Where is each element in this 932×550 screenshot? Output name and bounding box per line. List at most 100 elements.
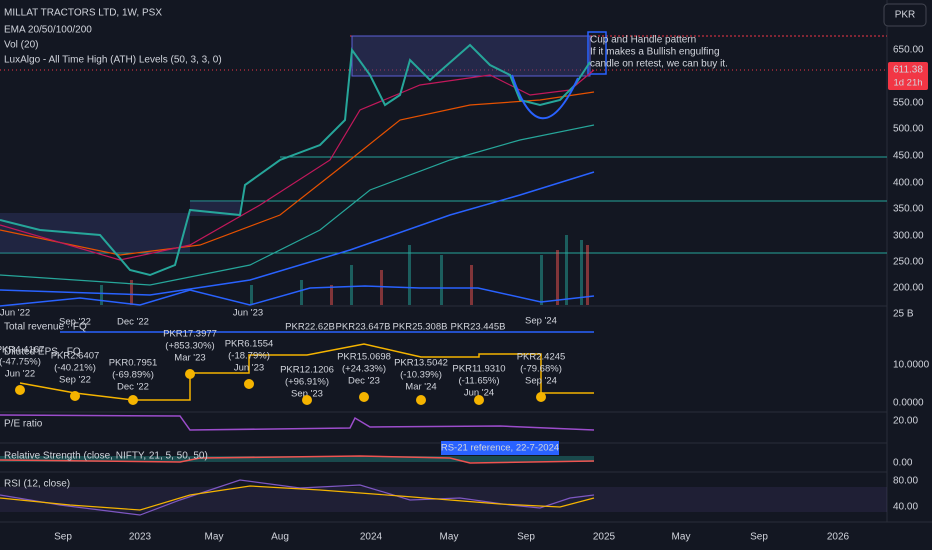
pane-tick-label: 0.0000 [893,398,924,409]
eps-marker [416,395,426,405]
pane-label: P/E ratio [4,419,43,430]
eps-label: Dec '22 [117,382,149,393]
ath-zone [351,35,591,77]
volume [100,235,583,305]
eps-marker [359,392,369,402]
price-tick-label: 550.00 [893,98,924,109]
pane-tick-label: 10.0000 [893,360,930,371]
revenue-date: Jun '23 [233,308,263,319]
revenue-date: Dec '22 [117,317,149,328]
revenue-date: Sep '24 [525,316,557,327]
eps-step [19,343,594,401]
ema-200 [0,171,595,296]
revenue-label: PKR23.647B [336,322,391,333]
handle-box [587,31,607,75]
pane-tick-label: 20.00 [893,416,918,427]
time-tick-label: 2023 [129,532,152,543]
pane-tick-label: 80.00 [893,476,918,487]
eps-label: (-47.75%) [0,357,41,368]
symbol-title: MILLAT TRACTORS LTD, 1W, PSX [4,8,162,19]
pane-label: Diluted EPS · FQ [4,347,81,358]
time-tick-label: 2025 [593,532,616,543]
eps-label: PKR17.3977 [163,329,217,340]
eps-label: (+853.30%) [165,341,214,352]
time-tick-label: Aug [271,532,289,543]
time-tick-label: May [205,532,224,543]
eps-label: PKR12.1206 [280,365,334,376]
rs-note: RS-21 reference, 22-7-2024 [441,443,559,454]
eps-marker [15,385,25,395]
price-badge-price: 611.38 [893,65,923,76]
price-tick-label: 400.00 [893,178,924,189]
time-tick-label: 2026 [827,532,850,543]
eps-label: Dec '23 [348,376,380,387]
eps-label: (-79.68%) [520,364,562,375]
time-tick-label: Sep [750,532,768,543]
indicator-label: LuxAlgo - All Time High (ATH) Levels (50… [4,55,222,66]
revenue-date: Sep '22 [59,317,91,328]
price-badge [888,62,928,90]
eps-marker [536,392,546,402]
eps-marker [474,395,484,405]
indicator-label: EMA 20/50/100/200 [4,25,92,36]
eps-label: Sep '22 [59,375,91,386]
ath-zone [0,213,190,253]
price-tick-label: 200.00 [893,283,924,294]
time-tick-label: May [672,532,691,543]
eps-label: PKR11.9310 [452,364,505,375]
eps-marker [128,395,138,405]
eps-marker [244,379,254,389]
ema-20 [0,69,595,261]
price-tick-label: 650.00 [893,45,924,56]
cup-arc [511,74,579,120]
revenue-line [0,285,595,307]
eps-marker [185,369,195,379]
currency-button[interactable] [883,3,927,27]
time-tick-label: Sep [517,532,535,543]
time-tick-label: Sep [54,532,72,543]
revenue-label: PKR22.62B [285,322,335,333]
pane-label: Total revenue · FQ [4,322,87,333]
eps-label: (-40.21%) [54,363,96,374]
eps-label: PKR15.0698 [337,352,391,363]
ema-50 [0,91,595,256]
rs-note-box [441,441,559,455]
price-tick-label: 450.00 [893,151,924,162]
revenue-label: PKR23.445B [451,322,506,333]
price-badge-countdown: 1d 21h [893,78,922,89]
price-tick-label: 250.00 [893,257,924,268]
annotation: candle on retest, we can buy it. [590,59,728,70]
eps-label: (-11.65%) [458,376,499,387]
rs-band [0,456,594,462]
eps-label: PKR2.6407 [51,351,100,362]
eps-label: (+96.91%) [285,377,329,388]
currency[interactable]: PKR [895,10,916,21]
eps-label: PKR13.5042 [394,358,448,369]
rs-line [0,455,595,464]
rsi-ma [0,485,595,511]
annotation: Cup and Handle pattern [590,35,696,46]
revenue-date: Jun '22 [0,308,30,319]
eps-label: Jun '24 [464,388,494,399]
pane-tick-label: 40.00 [893,502,918,513]
eps-label: PKR4.4167 [0,345,44,356]
eps-label: (-10.39%) [400,370,442,381]
price-tick-label: 300.00 [893,231,924,242]
price-scale [887,0,932,550]
eps-label: Mar '24 [405,382,436,393]
eps-label: (-18.79%) [228,351,270,362]
eps-label: Jun '23 [234,363,264,374]
eps-label: (-69.89%) [112,370,154,381]
pane-label: Relative Strength (close, NIFTY, 21, 5, … [4,451,208,462]
volume [130,245,589,305]
price-tick-label: 25 B [893,309,914,320]
eps-label: Jun '22 [5,369,35,380]
eps-label: PKR6.1554 [225,339,274,350]
pe-line [0,414,595,431]
rsi-line [0,479,595,516]
eps-label: (+24.33%) [342,364,386,375]
time-tick-label: 2024 [360,532,383,543]
pane-label: RSI (12, close) [4,479,70,490]
